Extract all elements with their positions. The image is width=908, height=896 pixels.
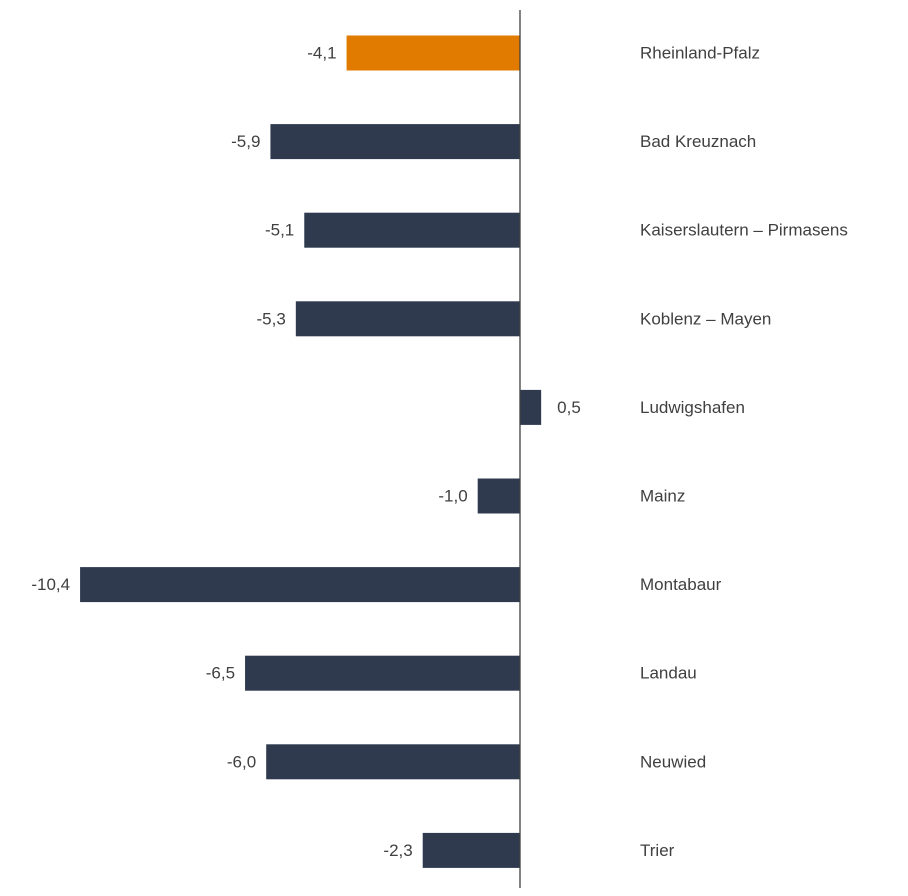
bar-2 (304, 212, 520, 248)
category-label-1: Bad Kreuznach (640, 132, 756, 151)
category-label-2: Kaiserslautern – Pirmasens (640, 221, 848, 240)
value-labels-group: -4,1 -5,9 -5,1 -5,3 0,5 -1,0 -10,4 -6,5 -6,0 -2,3 (31, 44, 580, 860)
category-labels-group: Rheinland-Pfalz Bad Kreuznach Kaiserslaute… (640, 44, 848, 860)
bar-1 (270, 124, 520, 160)
bar-6 (80, 567, 520, 603)
category-label-4: Ludwigshafen (640, 398, 745, 417)
category-label-7: Landau (640, 664, 697, 683)
value-label-9: -2,3 (383, 841, 412, 860)
value-label-5: -1,0 (438, 487, 467, 506)
value-label-0: -4,1 (307, 44, 336, 63)
category-label-0: Rheinland-Pfalz (640, 44, 760, 63)
category-label-5: Mainz (640, 487, 685, 506)
bar-8 (266, 744, 520, 780)
value-label-3: -5,3 (257, 309, 286, 328)
value-label-1: -5,9 (231, 132, 260, 151)
bar-4 (520, 389, 542, 425)
bar-3 (295, 301, 520, 337)
category-label-9: Trier (640, 841, 675, 860)
value-label-2: -5,1 (265, 221, 294, 240)
bar-5 (477, 478, 520, 514)
value-label-4: 0,5 (557, 398, 581, 417)
bar-0 (346, 35, 520, 71)
value-label-7: -6,5 (206, 664, 235, 683)
category-label-6: Montabaur (640, 575, 722, 594)
value-label-8: -6,0 (227, 752, 256, 771)
value-label-6: -10,4 (31, 575, 70, 594)
bar-9 (422, 832, 520, 868)
category-label-3: Koblenz – Mayen (640, 309, 771, 328)
bars-group (80, 35, 542, 868)
category-label-8: Neuwied (640, 752, 706, 771)
bar-7 (245, 655, 521, 691)
